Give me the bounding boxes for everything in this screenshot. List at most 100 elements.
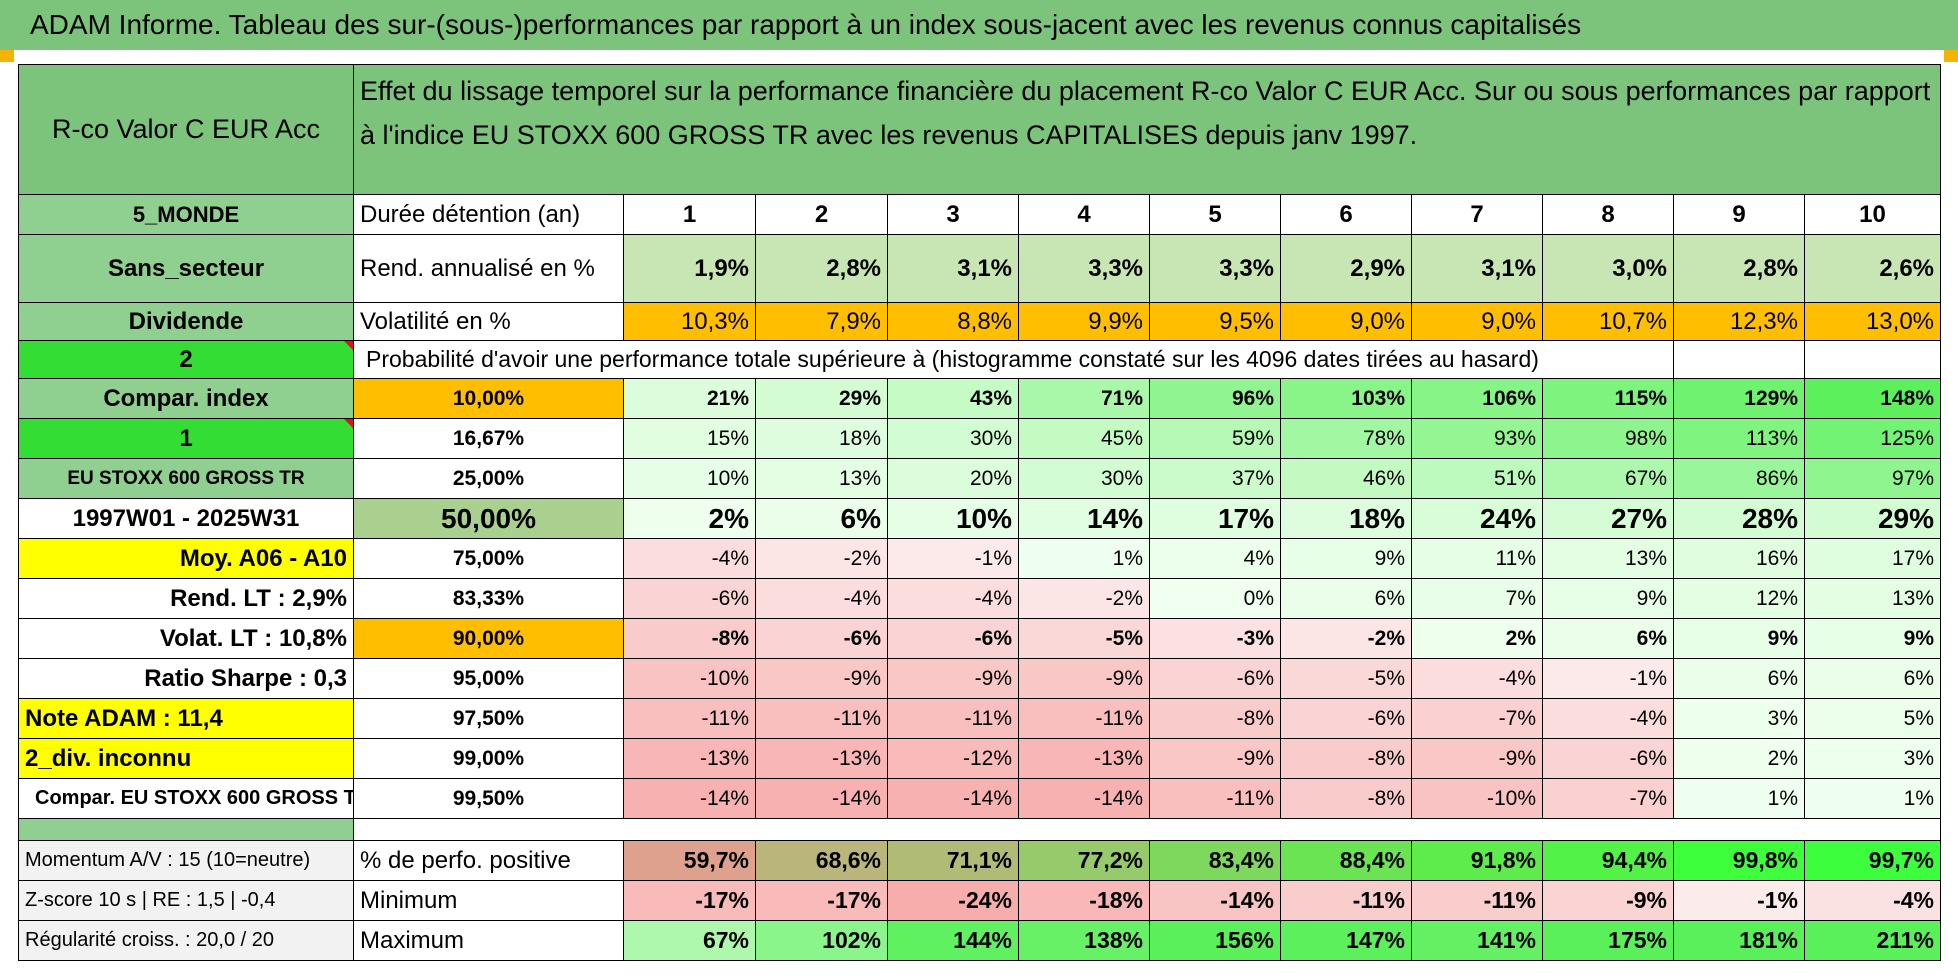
percentile-value: 43% [887, 378, 1019, 419]
percentile-value: 2% [623, 498, 756, 539]
percentile-value: -2% [1280, 618, 1412, 659]
percentile-value: -6% [1280, 698, 1412, 739]
bottom-row-label: Minimum [353, 880, 624, 921]
percentile-value: 2% [1411, 618, 1543, 659]
percentile-value: -5% [1280, 658, 1412, 699]
percentile-value: 6% [1673, 658, 1805, 699]
percentile-value: 115% [1542, 378, 1674, 419]
bottom-value: 83,4% [1149, 840, 1281, 881]
percentile-value: 129% [1673, 378, 1805, 419]
volatility-value: 9,0% [1411, 302, 1543, 341]
percentile-value: 13% [755, 458, 888, 499]
spacer-cell [18, 818, 354, 841]
percentile-value: -12% [887, 738, 1019, 779]
percentile-value: 96% [1149, 378, 1281, 419]
percentile-value: -4% [623, 538, 756, 579]
percentile-value: 59% [1149, 418, 1281, 459]
percentile-value: -8% [623, 618, 756, 659]
percentile-value: -9% [1149, 738, 1281, 779]
bottom-value: 144% [887, 920, 1019, 961]
percentile-value: 37% [1149, 458, 1281, 499]
percentile-label: 90,00% [353, 618, 624, 659]
percentile-value: 51% [1411, 458, 1543, 499]
percentile-value: -10% [1411, 778, 1543, 819]
percentile-value: 20% [887, 458, 1019, 499]
percentile-value: 6% [1803, 658, 1942, 699]
annual-return-value: 3,3% [1018, 234, 1150, 303]
percentile-value: 6% [1542, 618, 1674, 659]
corner-marker-left [0, 50, 14, 62]
percentile-label: 97,50% [353, 698, 624, 739]
percentile-value: -14% [887, 778, 1019, 819]
left-info-index-name: EU STOXX 600 GROSS TR [18, 458, 354, 499]
percentile-value: 17% [1149, 498, 1281, 539]
bottom-value: 181% [1673, 920, 1805, 961]
percentile-value: 13% [1542, 538, 1674, 579]
percentile-value: -13% [755, 738, 888, 779]
bottom-row-label: % de perfo. positive [353, 840, 624, 881]
left-info-div-inconnu: 2_div. inconnu [18, 738, 354, 779]
bottom-value: -14% [1149, 880, 1281, 921]
percentile-value: -7% [1411, 698, 1543, 739]
bottom-value: 77,2% [1018, 840, 1150, 881]
spacer-cell [352, 818, 1942, 841]
percentile-value: 98% [1542, 418, 1674, 459]
percentile-value: 30% [1018, 458, 1150, 499]
percentile-value: -14% [1018, 778, 1150, 819]
bottom-value: -1% [1673, 880, 1805, 921]
percentile-value: 29% [1803, 498, 1942, 539]
percentile-value: -6% [755, 618, 888, 659]
percentile-value: -2% [755, 538, 888, 579]
percentile-value: 12% [1673, 578, 1805, 619]
fund-description: Effet du lissage temporel sur la perform… [352, 64, 1942, 195]
bottom-value: 99,8% [1673, 840, 1805, 881]
percentile-value: 28% [1673, 498, 1805, 539]
percentile-value: 9% [1542, 578, 1674, 619]
corner-marker-right [1944, 50, 1958, 62]
year-header: 3 [887, 194, 1019, 235]
percentile-value: 113% [1673, 418, 1805, 459]
probability-heading: Probabilité d'avoir une performance tota… [353, 340, 1674, 379]
percentile-value: -8% [1280, 738, 1412, 779]
annual-return-value: 2,9% [1280, 234, 1412, 303]
percentile-value: 10% [887, 498, 1019, 539]
percentile-value: -11% [755, 698, 888, 739]
percentile-value: 30% [887, 418, 1019, 459]
percentile-value: 9% [1803, 618, 1942, 659]
percentile-value: 15% [623, 418, 756, 459]
percentile-value: 14% [1018, 498, 1150, 539]
bottom-value: 102% [755, 920, 888, 961]
annual-return-value: 3,1% [1411, 234, 1543, 303]
year-header: 8 [1542, 194, 1674, 235]
percentile-value: 11% [1411, 538, 1543, 579]
percentile-label: 99,00% [353, 738, 624, 779]
bottom-value: -24% [887, 880, 1019, 921]
percentile-value: 1% [1673, 778, 1805, 819]
year-header: 4 [1018, 194, 1150, 235]
report-title: ADAM Informe. Tableau des sur-(sous-)per… [0, 0, 1958, 50]
bottom-value: 68,6% [755, 840, 888, 881]
left-info-compar-full: Compar. EU STOXX 600 GROSS TR [18, 778, 354, 819]
year-header: 9 [1673, 194, 1805, 235]
percentile-value: 71% [1018, 378, 1150, 419]
percentile-value: -11% [887, 698, 1019, 739]
percentile-value: -13% [623, 738, 756, 779]
percentile-value: 4% [1149, 538, 1281, 579]
percentile-value: -14% [755, 778, 888, 819]
bottom-value: 99,7% [1803, 840, 1942, 881]
bottom-value: 94,4% [1542, 840, 1674, 881]
volatility-value: 10,3% [623, 302, 756, 341]
year-header: 5 [1149, 194, 1281, 235]
annual-return-value: 1,9% [623, 234, 756, 303]
percentile-value: -10% [623, 658, 756, 699]
percentile-value: -4% [1542, 698, 1674, 739]
percentile-value: 29% [755, 378, 888, 419]
percentile-value: -6% [1149, 658, 1281, 699]
year-header: 1 [623, 194, 756, 235]
bottom-value: 147% [1280, 920, 1412, 961]
percentile-value: -1% [887, 538, 1019, 579]
percentile-value: 9% [1280, 538, 1412, 579]
percentile-value: -6% [1542, 738, 1674, 779]
bottom-value: -18% [1018, 880, 1150, 921]
left-info-zscore: Z-score 10 s | RE : 1,5 | -0,4 [18, 880, 354, 921]
